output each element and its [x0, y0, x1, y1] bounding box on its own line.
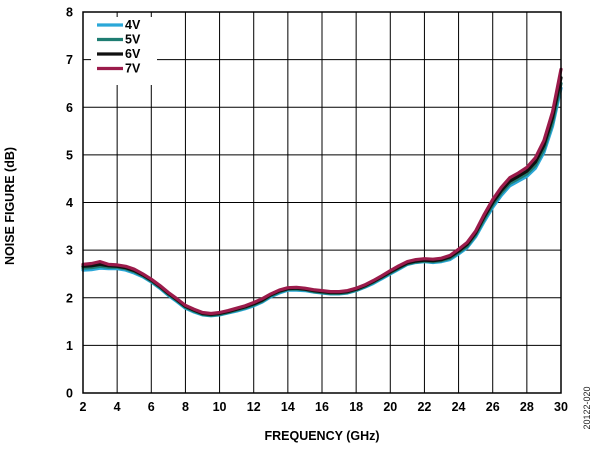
legend-background: [91, 17, 157, 85]
y-tick-label: 6: [66, 101, 73, 115]
x-tick-label: 14: [281, 400, 295, 414]
x-axis-label: FREQUENCY (GHz): [264, 429, 379, 443]
x-tick-label: 4: [114, 400, 121, 414]
legend-label-6v: 6V: [125, 47, 141, 61]
series-lines: [81, 67, 563, 318]
plot-frame: [82, 11, 562, 394]
x-axis-ticks: 2 4 6 8 10 12 14 16 18 20 22 24 26 28 30: [80, 400, 568, 414]
y-tick-label: 1: [66, 339, 73, 353]
y-tick-label: 5: [66, 148, 73, 162]
x-tick-label: 24: [452, 400, 466, 414]
y-axis-label: NOISE FIGURE (dB): [3, 147, 17, 265]
y-tick-label: 4: [66, 196, 73, 210]
x-tick-label: 30: [554, 400, 568, 414]
y-tick-label: 0: [66, 387, 73, 401]
legend-label-5v: 5V: [125, 33, 141, 47]
x-tick-label: 2: [80, 400, 87, 414]
x-tick-label: 12: [247, 400, 261, 414]
x-tick-label: 10: [213, 400, 227, 414]
legend-label-7v: 7V: [125, 62, 141, 76]
x-tick-label: 16: [315, 400, 329, 414]
series-line-7v: [81, 67, 563, 316]
x-tick-label: 6: [148, 400, 155, 414]
y-tick-label: 2: [66, 291, 73, 305]
y-tick-label: 3: [66, 244, 73, 258]
y-tick-label: 7: [66, 53, 73, 67]
x-tick-label: 22: [417, 400, 431, 414]
x-tick-label: 20: [383, 400, 397, 414]
legend-label-4v: 4V: [125, 18, 141, 32]
y-axis-ticks: 0 1 2 3 4 5 6 7 8: [66, 6, 73, 401]
y-tick-label: 8: [66, 6, 73, 20]
x-tick-label: 18: [349, 400, 363, 414]
figure-id: 20122-020: [582, 386, 592, 429]
x-tick-label: 26: [486, 400, 500, 414]
x-tick-label: 8: [182, 400, 189, 414]
x-tick-label: 28: [520, 400, 534, 414]
